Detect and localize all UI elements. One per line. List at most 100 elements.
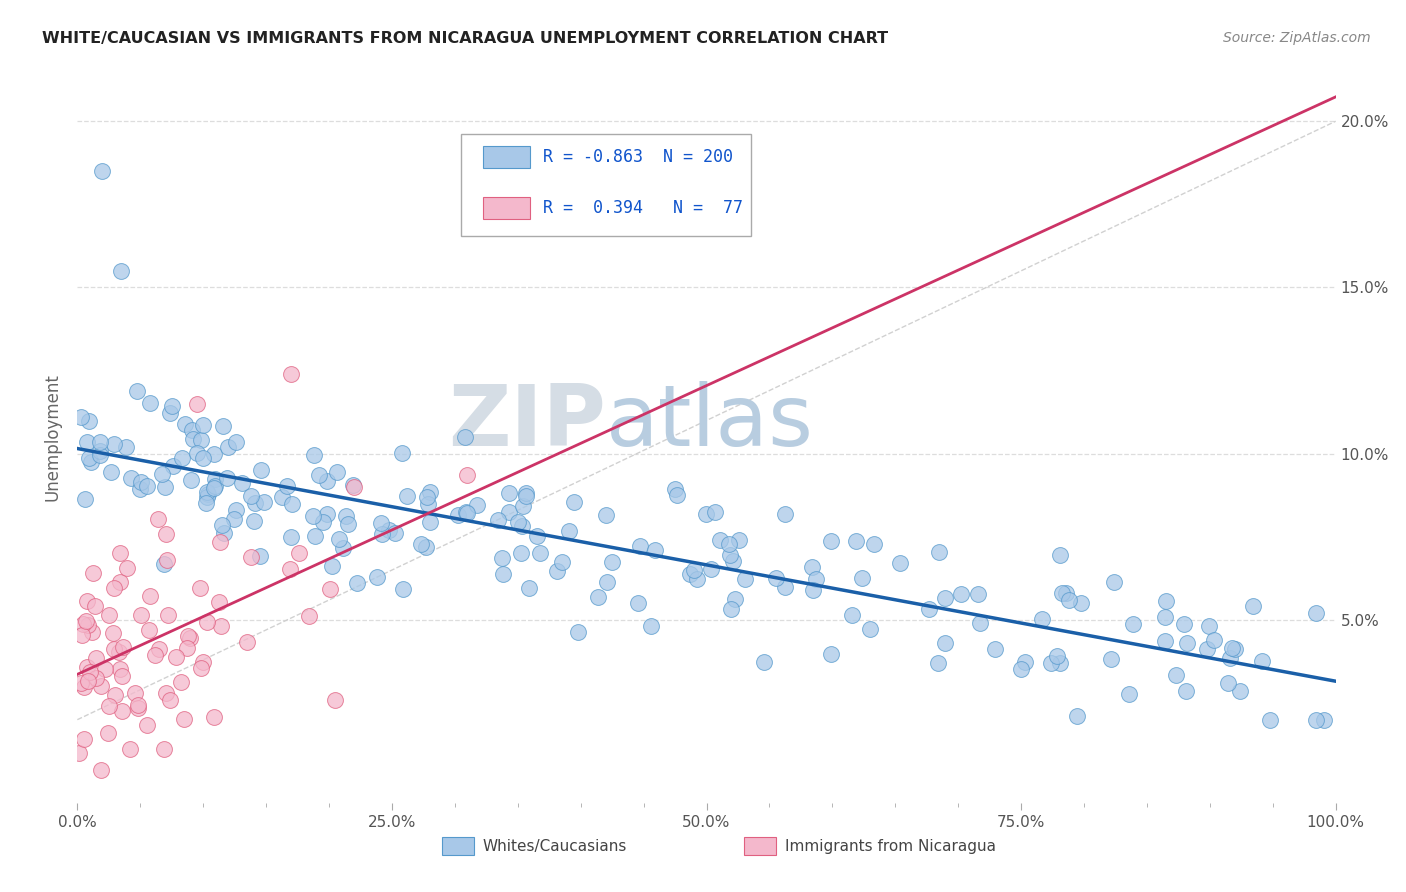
Point (409, 537, 432, 551)
Point (179, 632, 201, 646)
Point (343, 480, 366, 494)
Point (384, 525, 406, 540)
Point (236, 635, 259, 649)
Point (1049, 548, 1071, 562)
Text: atlas: atlas (606, 381, 814, 464)
Point (456, 506, 478, 520)
Point (515, 489, 537, 503)
Point (315, 475, 337, 489)
Point (491, 551, 513, 566)
Point (1219, 651, 1241, 665)
Point (191, 655, 214, 669)
Point (231, 475, 253, 490)
Point (89, 444, 111, 458)
Point (114, 440, 136, 454)
Point (73, 491, 96, 506)
Point (240, 550, 263, 565)
Point (225, 435, 247, 450)
Point (211, 418, 233, 433)
Point (562, 495, 585, 509)
Point (1195, 641, 1218, 656)
Point (1305, 713, 1327, 727)
Point (108, 546, 131, 560)
Text: Source: ZipAtlas.com: Source: ZipAtlas.com (1223, 31, 1371, 45)
Point (280, 530, 302, 544)
Point (77, 450, 100, 465)
Point (131, 607, 153, 622)
Point (845, 533, 868, 548)
Point (108, 645, 131, 659)
Point (526, 529, 548, 543)
Point (165, 650, 187, 665)
Point (120, 471, 142, 485)
Point (949, 587, 972, 601)
Point (685, 572, 707, 586)
Point (108, 662, 131, 676)
Point (506, 515, 529, 529)
Point (143, 648, 166, 662)
Point (321, 559, 343, 574)
Point (465, 498, 488, 512)
Point (529, 546, 551, 560)
Point (67, 746, 90, 760)
Point (139, 396, 162, 410)
Point (80, 625, 103, 640)
Point (546, 564, 568, 578)
Point (415, 540, 437, 554)
Point (204, 472, 226, 486)
Point (197, 487, 219, 501)
Point (595, 508, 617, 522)
Point (115, 561, 138, 575)
Point (1216, 676, 1239, 690)
Point (103, 582, 125, 596)
Point (1154, 633, 1177, 648)
Point (918, 602, 941, 616)
Point (806, 572, 828, 586)
Point (700, 562, 723, 576)
Point (392, 582, 415, 597)
Point (1174, 684, 1197, 698)
Point (124, 686, 146, 700)
Point (217, 441, 239, 455)
FancyBboxPatch shape (443, 838, 474, 855)
Point (728, 533, 751, 547)
Point (212, 526, 235, 541)
Point (159, 693, 181, 707)
Point (720, 548, 742, 562)
Text: WHITE/CAUCASIAN VS IMMIGRANTS FROM NICARAGUA UNEMPLOYMENT CORRELATION CHART: WHITE/CAUCASIAN VS IMMIGRANTS FROM NICAR… (42, 31, 889, 46)
Point (75, 615, 97, 629)
Point (1313, 713, 1336, 727)
Point (208, 595, 231, 609)
Point (138, 623, 160, 637)
Point (250, 463, 273, 477)
Point (1229, 684, 1251, 698)
Point (190, 433, 212, 447)
Point (627, 596, 650, 610)
Point (176, 629, 198, 643)
Point (934, 636, 956, 650)
Point (492, 566, 515, 581)
Point (319, 582, 342, 596)
Point (1305, 607, 1327, 621)
Point (851, 570, 873, 584)
Text: R =  0.394   N =  77: R = 0.394 N = 77 (543, 199, 742, 217)
Point (73, 680, 96, 694)
Point (1156, 594, 1178, 608)
Point (371, 527, 394, 541)
Point (127, 701, 149, 715)
Point (276, 479, 298, 493)
Point (512, 500, 534, 514)
Point (76, 659, 98, 673)
Point (162, 458, 184, 473)
Point (773, 580, 796, 594)
Point (127, 698, 149, 712)
Point (370, 516, 392, 530)
Point (1070, 596, 1092, 610)
Point (515, 485, 537, 500)
Point (858, 622, 880, 636)
Point (377, 523, 399, 537)
Point (486, 513, 509, 527)
Point (342, 478, 364, 492)
Point (160, 399, 183, 413)
Point (72, 617, 94, 632)
